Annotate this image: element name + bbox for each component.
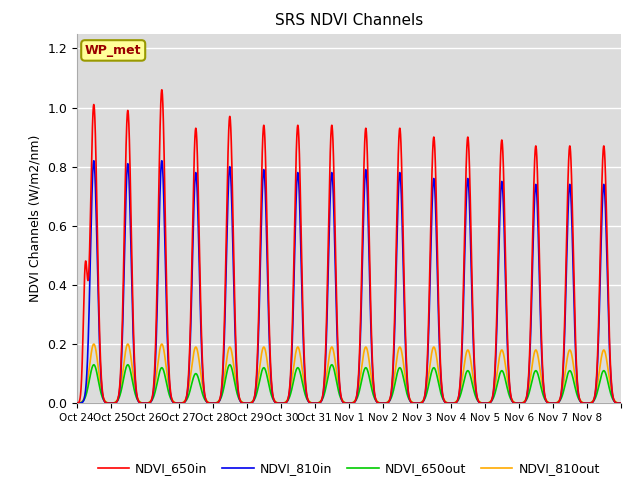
NDVI_650in — [476, 400, 484, 406]
NDVI_650in — [506, 376, 513, 382]
NDVI_810in — [90, 158, 98, 164]
Line: NDVI_650in: NDVI_650in — [77, 90, 621, 403]
NDVI_650in — [73, 400, 81, 406]
NDVI_650in — [419, 399, 426, 405]
NDVI_650out — [73, 400, 81, 406]
NDVI_810out — [617, 400, 625, 406]
NDVI_650out — [100, 398, 108, 404]
NDVI_810out — [395, 346, 403, 351]
NDVI_650out — [90, 362, 98, 368]
NDVI_650in — [395, 138, 403, 144]
NDVI_650out — [270, 397, 278, 403]
NDVI_810in — [395, 180, 403, 186]
NDVI_810out — [100, 396, 108, 402]
Title: SRS NDVI Channels: SRS NDVI Channels — [275, 13, 423, 28]
NDVI_810out — [73, 400, 81, 406]
NDVI_650out — [419, 399, 426, 405]
NDVI_650in — [100, 397, 108, 403]
Text: WP_met: WP_met — [85, 44, 141, 57]
NDVI_810in — [419, 399, 426, 405]
NDVI_650in — [617, 400, 625, 406]
NDVI_810out — [90, 341, 98, 347]
NDVI_650in — [270, 396, 278, 402]
NDVI_810out — [476, 399, 484, 405]
NDVI_810in — [100, 398, 108, 404]
NDVI_810out — [270, 396, 278, 402]
NDVI_810in — [506, 380, 513, 385]
Legend: NDVI_650in, NDVI_810in, NDVI_650out, NDVI_810out: NDVI_650in, NDVI_810in, NDVI_650out, NDV… — [93, 457, 605, 480]
Y-axis label: NDVI Channels (W/m2/nm): NDVI Channels (W/m2/nm) — [29, 135, 42, 302]
NDVI_650out — [617, 400, 625, 406]
NDVI_810in — [617, 400, 625, 406]
NDVI_810out — [419, 398, 426, 404]
Line: NDVI_810in: NDVI_810in — [77, 161, 621, 403]
Line: NDVI_810out: NDVI_810out — [77, 344, 621, 403]
NDVI_810in — [73, 400, 81, 406]
NDVI_650out — [395, 366, 403, 372]
NDVI_810in — [476, 400, 484, 406]
NDVI_650in — [158, 87, 166, 93]
Line: NDVI_650out: NDVI_650out — [77, 365, 621, 403]
NDVI_810out — [506, 387, 513, 393]
NDVI_650out — [476, 400, 484, 406]
NDVI_650out — [506, 392, 513, 398]
NDVI_810in — [270, 397, 278, 403]
